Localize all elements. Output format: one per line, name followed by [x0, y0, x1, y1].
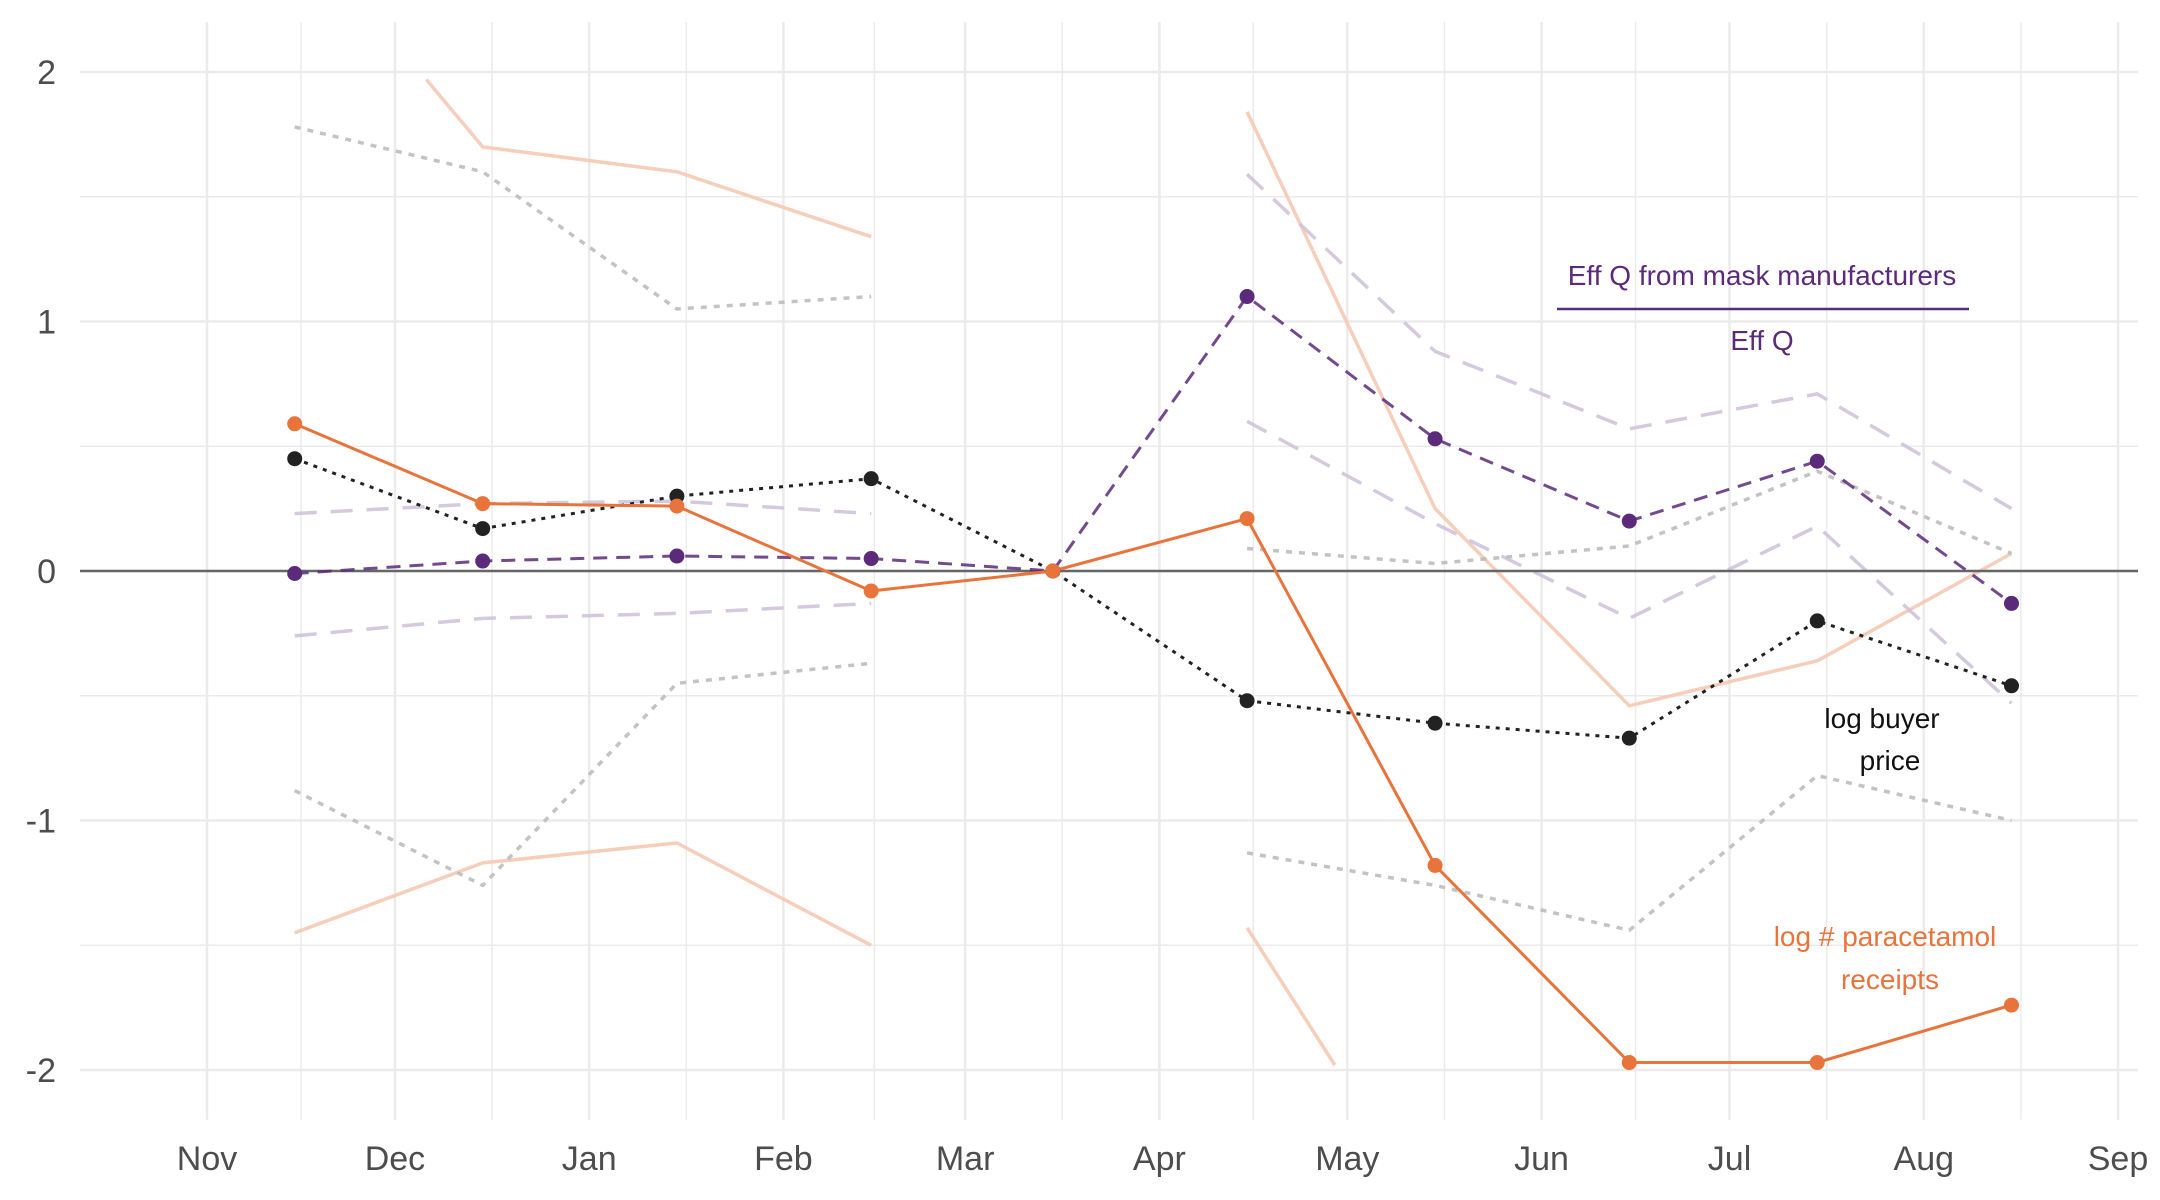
eff_q-series-line [294, 295, 2013, 605]
paracetamol-data-point [475, 496, 491, 512]
confidence-bands [293, 78, 2013, 1066]
x-tick-label: Jun [1514, 1140, 1569, 1178]
eff_q-ci-upper-line [1245, 173, 2013, 511]
paracetamol-data-point [287, 416, 303, 432]
price-ci-upper-line [294, 125, 872, 311]
paracetamol-data-point [2003, 997, 2019, 1013]
price-series-line [294, 457, 2012, 740]
x-tick-label: Jan [562, 1140, 617, 1178]
paracetamol-data-point [1427, 857, 1443, 873]
price-data-point [863, 471, 879, 487]
series-points [287, 289, 2019, 1071]
price-label-line2: price [1860, 745, 1921, 776]
paracetamol-annotation: log # paracetamol receipts [1774, 921, 1997, 995]
price-annotation: log buyer price [1824, 703, 1939, 776]
paracetamol-data-point [1045, 563, 1061, 579]
eff_q-data-point [2003, 595, 2019, 611]
eff_q-data-point [1239, 289, 1255, 305]
eff_q-data-point [1621, 513, 1637, 529]
price-ci-lower-line [1246, 773, 2012, 933]
eff-q-numerator-label: Eff Q from mask manufacturers [1568, 260, 1957, 291]
price-label-line1: log buyer [1824, 703, 1939, 734]
paracetamol-data-point [1239, 511, 1255, 527]
x-tick-label: Jul [1708, 1140, 1751, 1178]
price-data-point [1621, 730, 1637, 746]
x-tick-label: Feb [754, 1140, 813, 1178]
eff_q-data-point [287, 565, 303, 581]
paracetamol-data-point [1621, 1055, 1637, 1071]
x-tick-label: Sep [2088, 1140, 2149, 1178]
x-tick-label: Apr [1133, 1140, 1186, 1178]
series-lines [294, 295, 2013, 1064]
paracetamol-data-point [1809, 1055, 1825, 1071]
paracetamol-series-line [294, 422, 2012, 1064]
y-tick-label: -2 [26, 1052, 56, 1090]
price-data-point [475, 521, 491, 537]
eff_q-data-point [1427, 431, 1443, 447]
price-data-point [287, 451, 303, 467]
y-axis-tick-labels: 2 1 0 -1 -2 [26, 54, 56, 1090]
x-tick-label: Aug [1894, 1140, 1955, 1178]
eff_q-data-point [475, 553, 491, 569]
y-tick-label: 0 [37, 553, 56, 591]
x-axis-tick-labels: Nov Dec Jan Feb Mar Apr May Jun Jul Aug Sep [177, 1140, 2148, 1178]
eff_q-data-point [1809, 453, 1825, 469]
paracetamol-ci-lower-line [294, 841, 873, 947]
y-tick-label: 1 [37, 304, 56, 342]
price-data-point [2003, 678, 2019, 694]
x-tick-label: Mar [936, 1140, 995, 1178]
y-tick-label: -1 [26, 803, 56, 841]
paracetamol-data-point [669, 498, 685, 514]
price-data-point [1427, 715, 1443, 731]
x-tick-label: Dec [365, 1140, 425, 1178]
eff_q-ci-lower-line [1246, 419, 2013, 705]
paracetamol-ci-upper-line [1245, 111, 2013, 708]
eff_q-data-point [863, 551, 879, 567]
eff_q-data-point [669, 548, 685, 564]
price-data-point [1809, 613, 1825, 629]
eff-q-annotation: Eff Q from mask manufacturers Eff Q [1557, 260, 1969, 356]
eff_q-ci-upper-line [294, 499, 872, 516]
y-tick-label: 2 [37, 54, 56, 92]
paracetamol-ci-lower-line [1245, 926, 1337, 1066]
eff_q-ci-lower-line [294, 601, 872, 638]
paracetamol-ci-upper-line [424, 78, 872, 239]
x-tick-label: Nov [177, 1140, 237, 1178]
paracetamol-label-line1: log # paracetamol [1774, 921, 1997, 952]
paracetamol-data-point [863, 583, 879, 599]
price-data-point [1239, 693, 1255, 709]
price-ci-lower-line [293, 661, 872, 888]
paracetamol-label-line2: receipts [1841, 964, 1939, 995]
eff-q-denominator-label: Eff Q [1730, 325, 1793, 356]
x-tick-label: May [1315, 1140, 1379, 1178]
